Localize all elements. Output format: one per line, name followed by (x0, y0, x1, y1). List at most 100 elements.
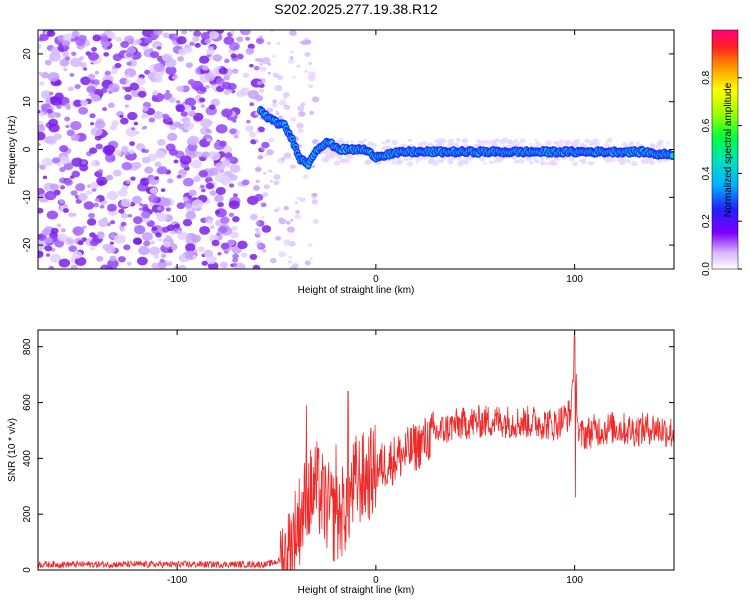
noise-blob (312, 218, 320, 224)
noise-blob (92, 34, 101, 42)
noise-blob (494, 139, 498, 143)
noise-blob (77, 192, 88, 201)
noise-blob (396, 157, 402, 163)
noise-blob (277, 75, 284, 80)
noise-blob (270, 30, 275, 33)
noise-blob (71, 212, 77, 217)
noise-blob (236, 36, 244, 43)
noise-blob (153, 63, 165, 73)
noise-blob (165, 89, 170, 94)
noise-blob (296, 196, 301, 200)
noise-blob (498, 158, 503, 162)
noise-blob (90, 122, 95, 126)
noise-blob (264, 153, 269, 157)
noise-blob (38, 250, 44, 259)
noise-blob (156, 46, 162, 50)
noise-blob (230, 30, 235, 35)
noise-blob (44, 236, 53, 244)
noise-blob (457, 156, 462, 160)
noise-blob (276, 41, 281, 46)
noise-blob (535, 141, 541, 146)
noise-blob (129, 141, 136, 146)
noise-blob (59, 155, 71, 165)
noise-blob (135, 77, 146, 86)
noise-blob (569, 156, 575, 162)
noise-blob (131, 127, 136, 131)
noise-blob (205, 182, 215, 190)
noise-blob (272, 72, 279, 78)
noise-blob (110, 68, 118, 75)
colorbar-ticks: 0.0 0.2 0.4 0.6 0.8 (701, 70, 742, 276)
snr-series-line (38, 330, 674, 570)
noise-blob (107, 102, 115, 109)
noise-blob (54, 240, 65, 248)
noise-blob (208, 31, 219, 40)
noise-blob (119, 77, 128, 85)
noise-blob (249, 63, 254, 68)
noise-blob (96, 255, 104, 262)
noise-blob (204, 84, 210, 89)
noise-blob (132, 237, 143, 245)
noise-blob (72, 251, 83, 259)
noise-blob (62, 45, 70, 51)
noise-blob (41, 228, 51, 236)
noise-blob (70, 190, 78, 196)
noise-blob (90, 126, 103, 137)
noise-blob (295, 210, 300, 214)
noise-blob (427, 141, 433, 146)
noise-blob (97, 169, 104, 174)
noise-blob (80, 99, 89, 107)
noise-blob (171, 75, 177, 80)
noise-blob (266, 107, 274, 113)
noise-blob (311, 199, 318, 205)
noise-blob (222, 145, 233, 154)
y-tick-label: 10 (22, 96, 33, 108)
noise-blob (286, 226, 295, 233)
noise-blob (272, 99, 278, 104)
noise-blob (77, 240, 84, 246)
x-tick-label: -100 (167, 274, 187, 285)
noise-blob (50, 227, 59, 235)
noise-blob (298, 111, 306, 117)
noise-blob (556, 143, 564, 149)
noise-blob (177, 56, 184, 62)
noise-blob (169, 33, 179, 41)
noise-blob (68, 245, 78, 253)
noise-blob (607, 157, 611, 161)
colorbar-tick-label: 0.2 (701, 214, 712, 228)
noise-blob (220, 216, 230, 225)
noise-blob (212, 54, 223, 62)
noise-blob (283, 152, 292, 159)
noise-blob (141, 126, 146, 130)
noise-blob (275, 235, 282, 241)
noise-blob (121, 161, 133, 171)
noise-blob (232, 193, 238, 198)
spectrogram-signal (257, 105, 674, 170)
noise-blob (415, 160, 420, 164)
noise-blob (296, 64, 301, 69)
chart-title: S202.2025.277.19.38.R12 (274, 1, 438, 17)
noise-blob (203, 249, 214, 258)
noise-blob (38, 109, 41, 114)
noise-blob (261, 141, 270, 149)
noise-blob (118, 208, 125, 214)
noise-blob (307, 243, 313, 248)
noise-blob (46, 210, 59, 220)
noise-blob (490, 139, 495, 144)
noise-blob (192, 254, 197, 259)
snr-y-label: SNR (10 * v/v) (7, 418, 18, 482)
noise-blob (166, 224, 176, 232)
noise-blob (200, 118, 212, 128)
noise-blob (173, 159, 179, 164)
noise-blob (297, 128, 304, 134)
noise-blob (59, 167, 66, 173)
noise-blob (139, 202, 144, 207)
noise-blob (163, 241, 172, 248)
noise-blob (606, 139, 610, 143)
noise-blob (260, 146, 266, 151)
noise-blob (74, 256, 87, 266)
noise-blob (391, 139, 399, 146)
noise-blob (64, 116, 71, 122)
noise-blob (135, 38, 142, 45)
